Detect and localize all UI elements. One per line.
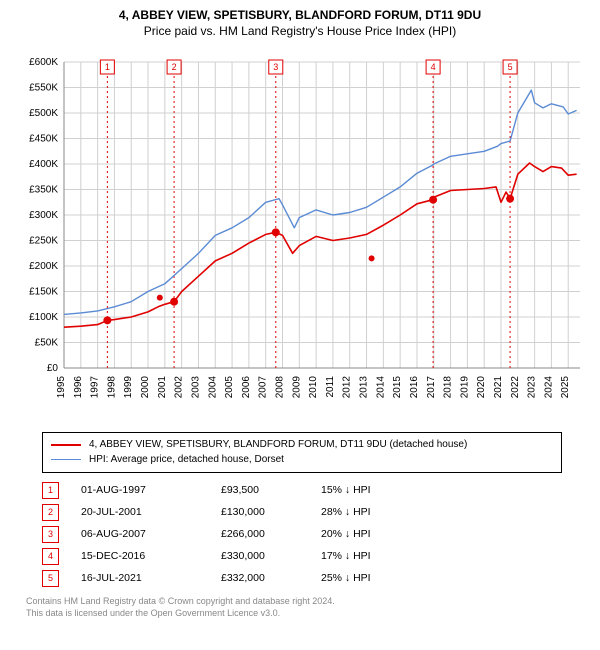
transaction-marker-box: 1 — [42, 482, 59, 499]
svg-text:2004: 2004 — [207, 376, 218, 399]
transaction-marker-box: 4 — [42, 548, 59, 565]
transaction-marker-box: 3 — [42, 526, 59, 543]
svg-text:2014: 2014 — [375, 376, 386, 399]
svg-text:1: 1 — [105, 62, 110, 72]
svg-text:£200K: £200K — [29, 261, 58, 272]
transaction-price: £93,500 — [221, 484, 321, 496]
svg-text:2002: 2002 — [174, 376, 185, 399]
svg-text:3: 3 — [273, 62, 278, 72]
svg-text:2012: 2012 — [342, 376, 353, 399]
svg-text:2024: 2024 — [543, 376, 554, 399]
svg-text:2010: 2010 — [308, 376, 319, 399]
svg-text:2015: 2015 — [392, 376, 403, 399]
legend-item: 4, ABBEY VIEW, SPETISBURY, BLANDFORD FOR… — [51, 437, 553, 452]
svg-text:2016: 2016 — [409, 376, 420, 399]
transactions-table: 1 01-AUG-1997£93,50015% ↓ HPI 2 20-JUL-2001… — [42, 479, 578, 589]
transaction-date: 06-AUG-2007 — [81, 528, 221, 540]
svg-text:£300K: £300K — [29, 210, 58, 221]
transaction-row: 2 20-JUL-2001£130,00028% ↓ HPI — [42, 501, 578, 523]
svg-text:2000: 2000 — [140, 376, 151, 399]
svg-text:2005: 2005 — [224, 376, 235, 399]
footnote-line2: This data is licensed under the Open Gov… — [26, 607, 578, 619]
transaction-date: 15-DEC-2016 — [81, 550, 221, 562]
svg-text:2009: 2009 — [291, 376, 302, 399]
svg-text:£500K: £500K — [29, 108, 58, 119]
svg-text:5: 5 — [508, 62, 513, 72]
chart-container: 4, ABBEY VIEW, SPETISBURY, BLANDFORD FOR… — [0, 0, 600, 650]
svg-text:2001: 2001 — [157, 376, 168, 399]
transaction-price: £266,000 — [221, 528, 321, 540]
svg-text:2003: 2003 — [190, 376, 201, 399]
svg-text:£100K: £100K — [29, 312, 58, 323]
chart-area: £0 £50K £100K £150K £200K £250K £300K £350K £400… — [14, 48, 586, 428]
transaction-row: 3 06-AUG-2007£266,00020% ↓ HPI — [42, 523, 578, 545]
svg-text:1998: 1998 — [106, 376, 117, 399]
svg-text:2019: 2019 — [459, 376, 470, 399]
chart-subtitle: Price paid vs. HM Land Registry's House … — [14, 24, 586, 38]
legend-box: 4, ABBEY VIEW, SPETISBURY, BLANDFORD FOR… — [42, 432, 562, 473]
svg-text:2008: 2008 — [275, 376, 286, 399]
chart-title-address: 4, ABBEY VIEW, SPETISBURY, BLANDFORD FOR… — [14, 8, 586, 22]
transaction-price: £330,000 — [221, 550, 321, 562]
transaction-marker-box: 5 — [42, 570, 59, 587]
transaction-delta: 17% ↓ HPI — [321, 550, 441, 562]
svg-text:£400K: £400K — [29, 159, 58, 170]
svg-text:£150K: £150K — [29, 287, 58, 298]
svg-text:£550K: £550K — [29, 83, 58, 94]
footnote: Contains HM Land Registry data © Crown c… — [26, 595, 578, 619]
price-chart: £0 £50K £100K £150K £200K £250K £300K £350K £400… — [14, 48, 586, 428]
legend-item: HPI: Average price, detached house, Dors… — [51, 452, 553, 467]
svg-text:1995: 1995 — [56, 376, 67, 399]
svg-text:2007: 2007 — [258, 376, 269, 399]
legend-swatch — [51, 459, 81, 461]
svg-text:2023: 2023 — [527, 376, 538, 399]
legend-label: 4, ABBEY VIEW, SPETISBURY, BLANDFORD FOR… — [89, 437, 467, 452]
svg-text:1999: 1999 — [123, 376, 134, 399]
transaction-price: £130,000 — [221, 506, 321, 518]
title-block: 4, ABBEY VIEW, SPETISBURY, BLANDFORD FOR… — [14, 8, 586, 38]
footnote-line1: Contains HM Land Registry data © Crown c… — [26, 595, 578, 607]
transaction-date: 20-JUL-2001 — [81, 506, 221, 518]
svg-text:1997: 1997 — [90, 376, 101, 399]
legend-label: HPI: Average price, detached house, Dors… — [89, 452, 284, 467]
transaction-price: £332,000 — [221, 572, 321, 584]
svg-text:4: 4 — [431, 62, 436, 72]
transaction-row: 4 15-DEC-2016£330,00017% ↓ HPI — [42, 545, 578, 567]
transaction-delta: 25% ↓ HPI — [321, 572, 441, 584]
svg-text:2: 2 — [172, 62, 177, 72]
svg-text:£250K: £250K — [29, 236, 58, 247]
svg-text:2022: 2022 — [510, 376, 521, 399]
svg-text:2020: 2020 — [476, 376, 487, 399]
transaction-delta: 28% ↓ HPI — [321, 506, 441, 518]
svg-text:£0: £0 — [47, 363, 59, 374]
transaction-row: 1 01-AUG-1997£93,50015% ↓ HPI — [42, 479, 578, 501]
legend-swatch — [51, 444, 81, 446]
svg-text:2017: 2017 — [426, 376, 437, 399]
svg-text:2011: 2011 — [325, 376, 336, 398]
svg-text:£600K: £600K — [29, 57, 58, 68]
svg-text:1996: 1996 — [73, 376, 84, 399]
transaction-delta: 15% ↓ HPI — [321, 484, 441, 496]
transaction-date: 01-AUG-1997 — [81, 484, 221, 496]
svg-text:2021: 2021 — [493, 376, 504, 399]
svg-text:2018: 2018 — [443, 376, 454, 399]
svg-text:2006: 2006 — [241, 376, 252, 399]
svg-text:2025: 2025 — [560, 376, 571, 399]
transaction-marker-box: 2 — [42, 504, 59, 521]
svg-text:£50K: £50K — [35, 338, 59, 349]
transaction-date: 16-JUL-2021 — [81, 572, 221, 584]
svg-text:£450K: £450K — [29, 134, 58, 145]
svg-text:2013: 2013 — [359, 376, 370, 399]
transaction-row: 5 16-JUL-2021£332,00025% ↓ HPI — [42, 567, 578, 589]
transaction-delta: 20% ↓ HPI — [321, 528, 441, 540]
svg-text:£350K: £350K — [29, 185, 58, 196]
